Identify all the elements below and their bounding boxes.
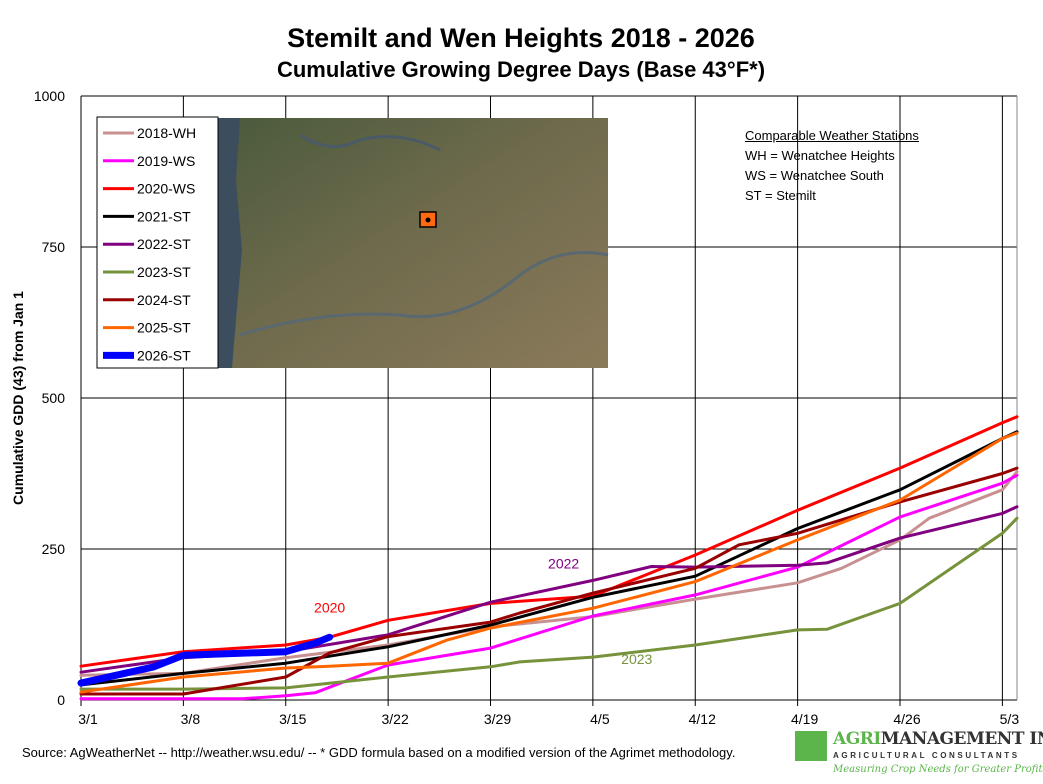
series-line-2020-WS (79, 415, 1019, 668)
annotation-2023: 2023 (621, 651, 652, 667)
x-tick-label: 3/15 (279, 711, 306, 727)
chart-title: Stemilt and Wen Heights 2018 - 2026 (287, 23, 755, 53)
annotation-2022: 2022 (548, 555, 579, 571)
map-river (299, 133, 441, 152)
map-river (239, 251, 609, 337)
y-tick-label: 0 (57, 692, 65, 708)
legend-label: 2025-ST (137, 320, 191, 336)
x-tick-label: 4/5 (590, 711, 610, 727)
station-line: WS = Wenatchee South (745, 168, 884, 183)
legend-label: 2023-ST (137, 264, 191, 280)
stations-heading: Comparable Weather Stations (745, 128, 919, 143)
y-tick-label: 750 (42, 239, 66, 255)
logo-mark-icon (795, 731, 827, 761)
x-tick-label: 3/22 (382, 711, 409, 727)
series-line-2022-ST (79, 505, 1019, 674)
legend-label: 2019-WS (137, 153, 195, 169)
series-line-2018-WH (79, 470, 1019, 677)
x-tick-label: 3/29 (484, 711, 511, 727)
map-location-dot (425, 217, 431, 223)
x-tick-label: 3/8 (181, 711, 201, 727)
series-line-2019-WS (79, 473, 1019, 701)
series-line-2025-ST (79, 431, 1019, 694)
map-inset (218, 118, 608, 368)
y-tick-label: 500 (42, 390, 66, 406)
y-tick-label: 250 (42, 541, 66, 557)
y-axis-label: Cumulative GDD (43) from Jan 1 (10, 291, 26, 505)
legend-label: 2026-ST (137, 347, 191, 363)
agrimanagement-logo: AGRIMANAGEMENT INC.® AGRICULTURAL CONSUL… (795, 729, 1043, 784)
x-tick-label: 3/1 (78, 711, 98, 727)
x-tick-label: 4/19 (791, 711, 818, 727)
annotation-2020: 2020 (314, 599, 345, 615)
x-tick-label: 4/12 (689, 711, 716, 727)
stations-note: Comparable Weather Stations WH = Wenatch… (745, 126, 919, 206)
legend-label: 2020-WS (137, 181, 195, 197)
series-line-2026-ST (77, 633, 334, 687)
station-line: ST = Stemilt (745, 188, 816, 203)
x-tick-label: 4/26 (893, 711, 920, 727)
chart-subtitle: Cumulative Growing Degree Days (Base 43°… (277, 57, 765, 82)
legend-label: 2021-ST (137, 208, 191, 224)
source-note: Source: AgWeatherNet -- http://weather.w… (22, 745, 736, 760)
series-line-2021-ST (79, 430, 1019, 687)
station-line: WH = Wenatchee Heights (745, 148, 895, 163)
series-line-2023-ST (79, 516, 1019, 691)
legend-label: 2024-ST (137, 292, 191, 308)
x-tick-label: 5/3 (1000, 711, 1020, 727)
legend-label: 2018-WH (137, 125, 196, 141)
y-tick-label: 1000 (34, 88, 65, 104)
legend-label: 2022-ST (137, 236, 191, 252)
map-ocean (218, 118, 242, 368)
